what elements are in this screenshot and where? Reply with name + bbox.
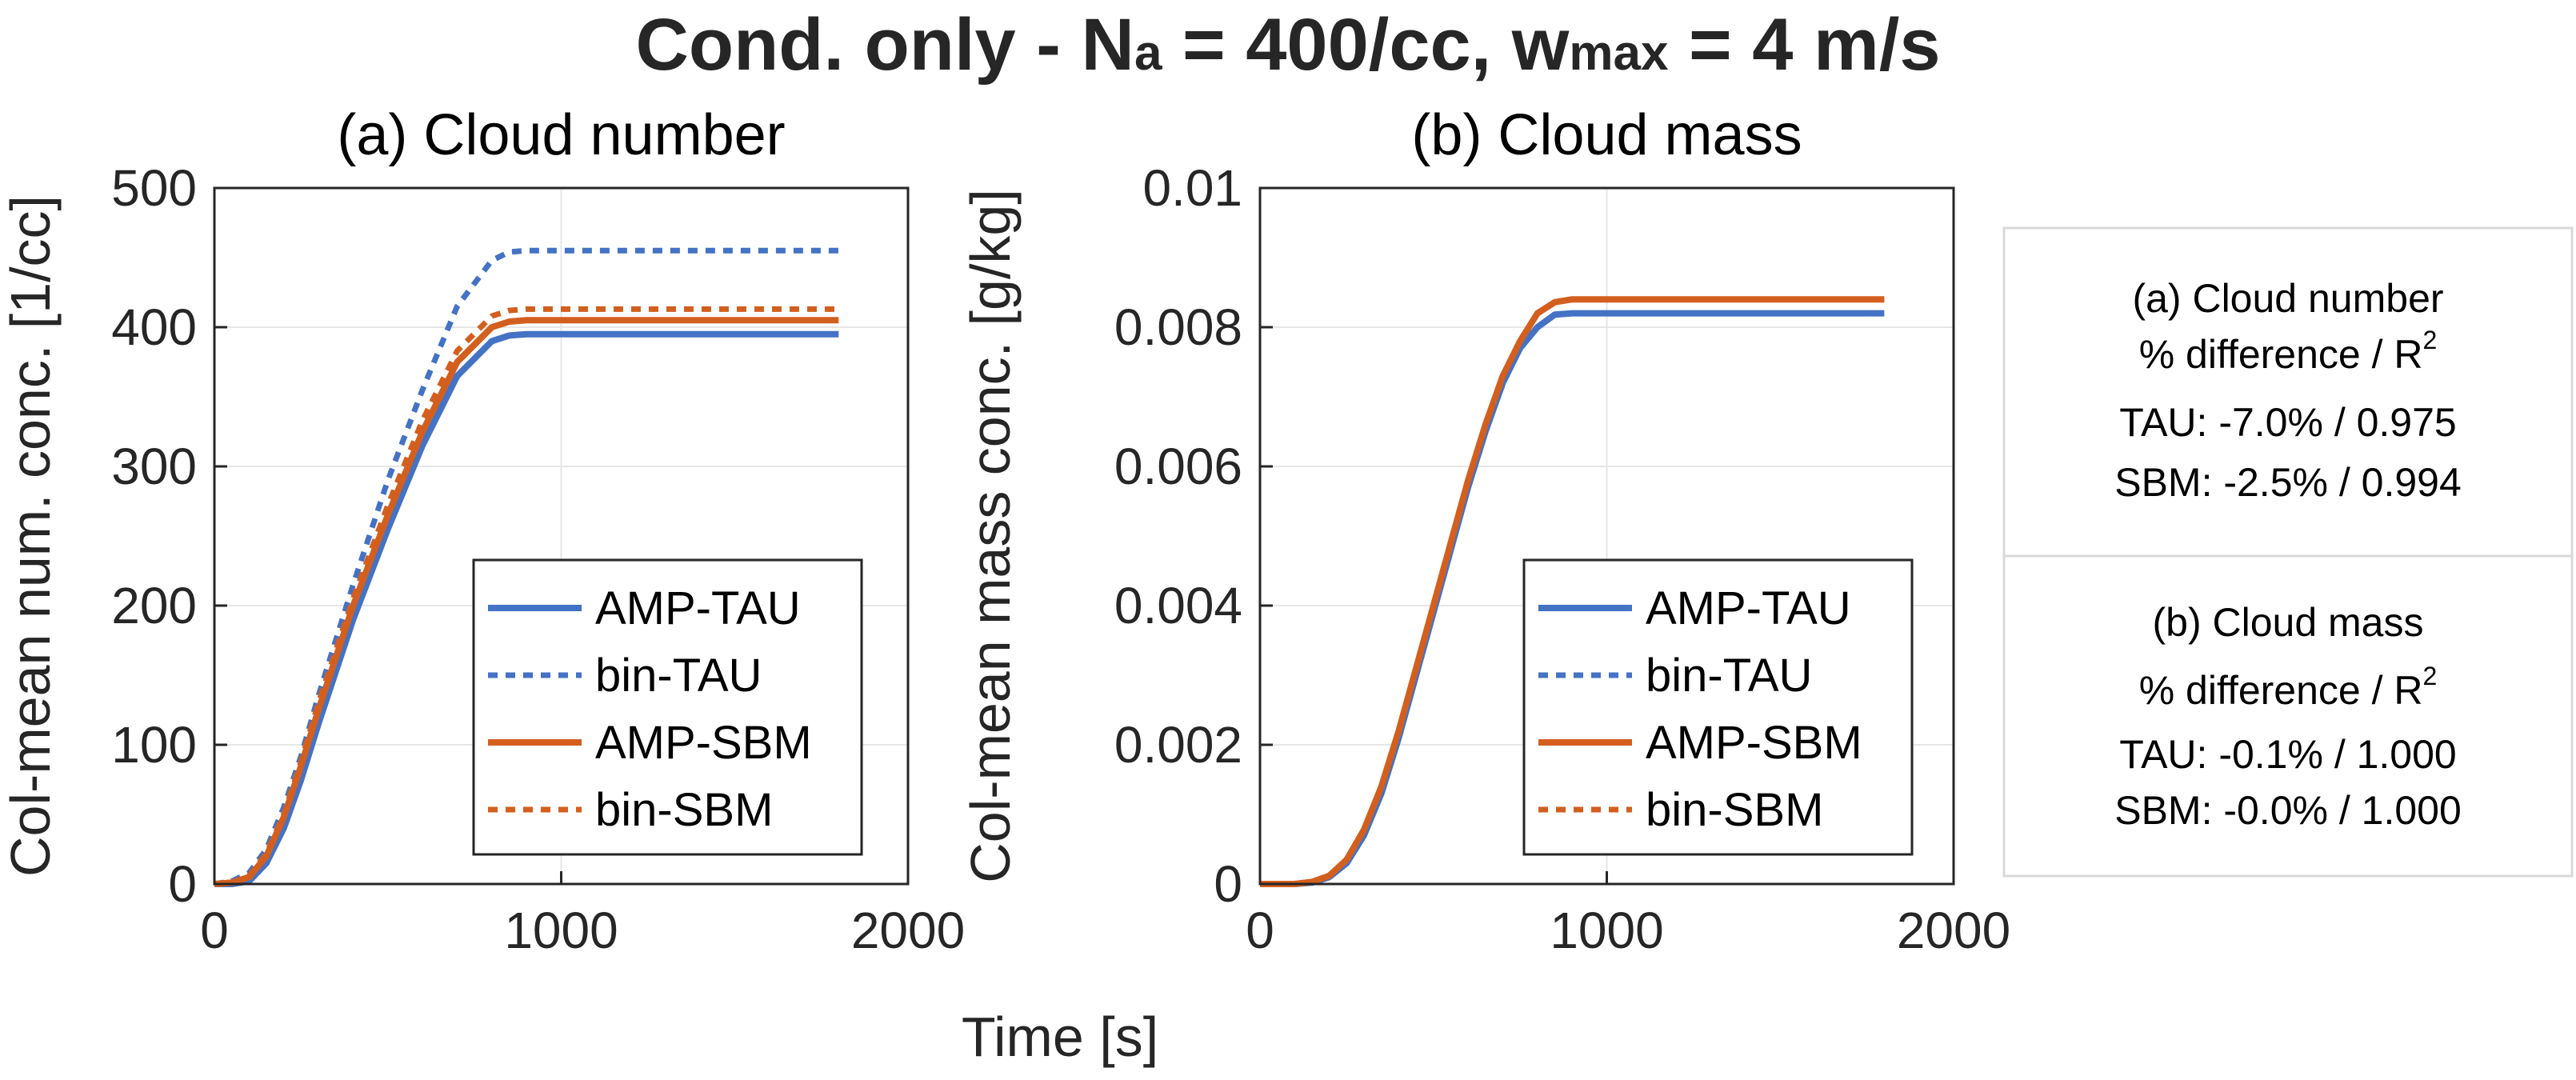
series-line-amp-tau [214,330,839,887]
stats-mass-header-text: % difference / R [2139,668,2423,713]
legend-label: bin-SBM [1646,784,1823,836]
y-tick-label: 200 [111,577,197,634]
title-w-subscript: max [1569,26,1669,81]
stats-number-header-sup: 2 [2423,326,2438,354]
figure-title: Cond. only - Na = 400/cc, wmax = 4 m/s [0,4,2576,86]
stats-number-title: (a) Cloud number [2132,276,2443,321]
y-tick-label: 400 [111,298,197,356]
stats-mass-header-sup: 2 [2423,662,2438,690]
x-tick-label: 0 [1246,902,1274,959]
stats-number-header: % difference / R2 [2139,326,2438,377]
stats-mass-sbm: SBM: -0.0% / 1.000 [2114,788,2462,833]
stats-number-header-text: % difference / R [2139,332,2423,377]
x-tick-label: 0 [200,902,229,959]
legend-label: AMP-SBM [595,717,812,769]
x-tick-label: 1000 [1550,902,1663,959]
stats-box: (a) Cloud number % difference / R2 TAU: … [2002,226,2574,878]
stats-mass-title: (b) Cloud mass [2153,600,2424,645]
legend: AMP-TAU bin-TAU AMP-SBM bin-SBM [1522,558,1914,856]
title-prefix: Cond. only - N [635,4,1134,86]
y-tick-label: 0.006 [1114,438,1242,495]
panel-cloud-mass: 0 1000 2000 0 0.002 0.004 0.006 0.008 0.01 (b) Cl… [959,103,2010,959]
shared-x-axis-label: Time [s] [962,1006,1158,1068]
series-line-bin-sbm [214,306,839,887]
title-suffix: = 4 m/s [1668,4,1941,86]
y-tick-label: 0 [168,855,197,913]
legend-label: AMP-TAU [595,582,801,634]
legend-label: bin-SBM [595,784,773,836]
series-line-bin-tau [214,247,839,887]
x-tick-label: 2000 [851,902,965,959]
stats-number-sbm: SBM: -2.5% / 0.994 [2114,460,2462,505]
series-line-bin-sbm [1260,296,1885,887]
panel-cloud-number: 0 1000 2000 0 100 200 300 400 500 (a) Cloud numbe… [0,103,965,959]
legend-label: bin-TAU [595,650,762,702]
stats-mass-tau: TAU: -0.1% / 1.000 [2119,732,2456,777]
legend-label: AMP-SBM [1646,717,1862,769]
y-axis-label: Col-mean num. conc. [1/cc] [0,195,62,877]
y-tick-label: 0 [1214,855,1242,913]
y-tick-label: 300 [111,438,197,495]
y-axis-label: Col-mean mass conc. [g/kg] [959,189,1022,883]
legend: AMP-TAU bin-TAU AMP-SBM bin-SBM [472,558,863,856]
x-tick-label: 2000 [1897,902,2010,959]
legend-label: AMP-TAU [1646,582,1851,634]
y-tick-label: 0.01 [1142,159,1242,217]
stats-mass-header: % difference / R2 [2139,662,2438,713]
panel-title: (a) Cloud number [337,103,785,167]
stats-number-tau: TAU: -7.0% / 0.975 [2119,400,2456,445]
y-tick-label: 0.002 [1114,716,1242,774]
y-tick-label: 0.004 [1114,577,1242,634]
stats-box-frame [2002,226,2574,878]
title-middle: = 400/cc, w [1162,4,1570,86]
y-tick-label: 100 [111,716,197,774]
panel-title: (b) Cloud mass [1411,103,1802,167]
x-tick-label: 1000 [504,902,618,959]
y-tick-label: 0.008 [1114,298,1242,356]
y-tick-label: 500 [111,159,197,217]
legend-label: bin-TAU [1646,650,1812,702]
title-na-subscript: a [1134,26,1162,81]
